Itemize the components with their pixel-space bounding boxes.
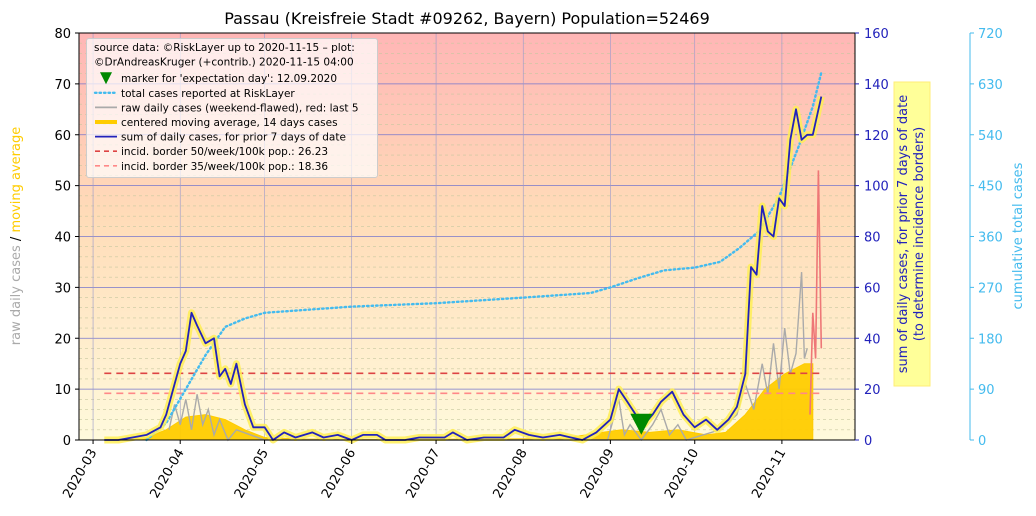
left-axis-label: raw daily cases / moving average — [9, 127, 24, 345]
left-tick-label: 40 — [54, 231, 71, 246]
x-tick-label: 2020-06 — [319, 447, 359, 502]
legend-entry-text: total cases reported at RiskLayer — [121, 88, 295, 100]
right-tick-label: 60 — [864, 281, 881, 296]
cumulative-tick-label: 540 — [978, 129, 1003, 144]
right-axis-label-box — [893, 81, 931, 387]
cumulative-tick-label: 360 — [978, 231, 1003, 246]
x-tick-label: 2020-03 — [60, 447, 100, 502]
raw-daily-cases-line — [168, 272, 808, 442]
raw-daily-cases-last5-line — [809, 170, 823, 415]
left-tick-label: 20 — [54, 332, 71, 347]
series-layer — [104, 71, 825, 444]
legend-entry-text: incid. border 50/week/100k pop.: 26.23 — [121, 146, 328, 158]
x-tick-label: 2020-07 — [403, 447, 443, 502]
cumulative-tick-label: 720 — [978, 27, 1003, 42]
x-tick-label: 2020-09 — [578, 447, 618, 502]
left-tick-label: 30 — [54, 281, 71, 296]
left-axis-label-part: / — [9, 236, 24, 245]
legend: source data: ©RiskLayer up to 2020-11-15… — [86, 38, 378, 178]
cumulative-axis-label: cumulative total cases — [1011, 162, 1026, 309]
left-tick-label: 0 — [63, 434, 71, 449]
cumulative-tick-label: 450 — [978, 180, 1003, 195]
legend-entry-text: sum of daily cases, for prior 7 days of … — [121, 132, 346, 144]
right-tick-label: 40 — [864, 332, 881, 347]
x-tick-label: 2020-11 — [749, 447, 789, 502]
legend-marker-swatch — [100, 72, 112, 85]
cumulative-tick-label: 270 — [978, 281, 1003, 296]
x-tick-label: 2020-04 — [148, 447, 188, 502]
right-tick-label: 120 — [864, 129, 889, 144]
cumulative-tick-label: 630 — [978, 78, 1003, 93]
legend-entry-text: centered moving average, 14 days cases — [121, 117, 338, 129]
right-tick-label: 0 — [864, 434, 872, 449]
legend-entry-text: ©DrAndreasKruger (+contrib.) 2020-11-15 … — [94, 57, 354, 69]
cumulative-tick-label: 0 — [978, 434, 986, 449]
left-axis-label-part: moving average — [9, 127, 24, 237]
right-tick-label: 140 — [864, 78, 889, 93]
left-axis-label-part: raw daily cases — [9, 245, 24, 345]
legend-entry-text: incid. border 35/week/100k pop.: 18.36 — [121, 161, 328, 173]
right-tick-label: 20 — [864, 383, 881, 398]
left-tick-label: 10 — [54, 383, 71, 398]
left-tick-label: 70 — [54, 78, 71, 93]
sum7-line — [104, 96, 823, 441]
right-axis-label: sum of daily cases, for prior 7 days of … — [896, 95, 911, 374]
moving-average-area — [104, 363, 814, 441]
cumulative-tick-label: 180 — [978, 332, 1003, 347]
x-tick-label: 2020-05 — [232, 447, 272, 502]
legend-entry-text: source data: ©RiskLayer up to 2020-11-15… — [94, 42, 355, 54]
x-tick-label: 2020-08 — [491, 447, 531, 502]
legend-entry-text: marker for 'expectation day': 12.09.2020 — [121, 73, 337, 85]
right-tick-label: 100 — [864, 180, 889, 195]
x-tick-label: 2020-10 — [662, 447, 702, 502]
expectation-day-marker — [630, 413, 653, 435]
right-tick-label: 160 — [864, 27, 889, 42]
left-tick-label: 50 — [54, 180, 71, 195]
chart-title: Passau (Kreisfreie Stadt #09262, Bayern)… — [224, 9, 710, 28]
right-tick-label: 80 — [864, 231, 881, 246]
cumulative-tick-label: 90 — [978, 383, 995, 398]
right-axis-label: (to determine incidence borders) — [912, 127, 927, 342]
legend-entry-text: raw daily cases (weekend-flawed), red: l… — [121, 102, 359, 114]
left-tick-label: 60 — [54, 129, 71, 144]
left-tick-label: 80 — [54, 27, 71, 42]
